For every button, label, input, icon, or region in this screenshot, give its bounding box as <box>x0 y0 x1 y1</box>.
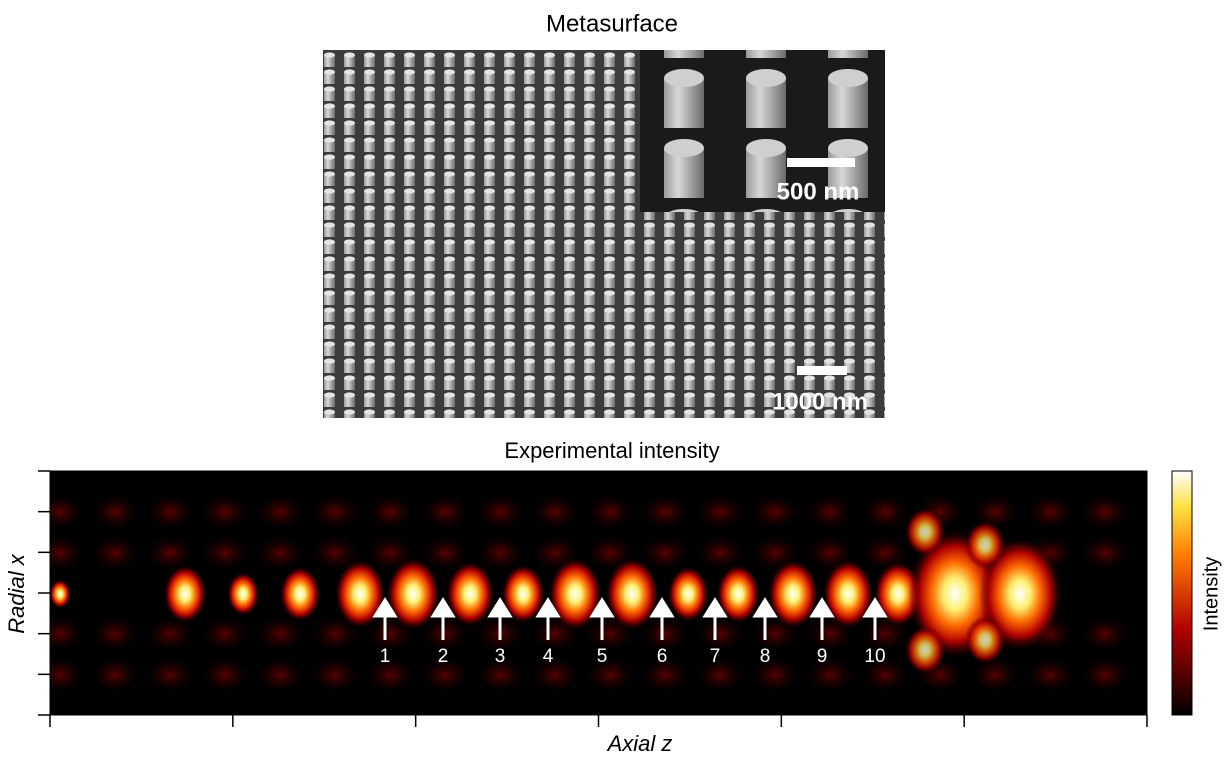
panel-title: Metasurface <box>546 10 678 37</box>
scale-bar-label: 1000 nm <box>772 388 868 415</box>
focal-spot <box>549 558 602 629</box>
lobe <box>256 494 304 530</box>
lobe <box>476 494 524 530</box>
lobe <box>366 494 414 530</box>
lobe <box>476 535 524 571</box>
scale-bar-label: 500 nm <box>777 178 860 205</box>
lobe <box>201 535 249 571</box>
focal-spot <box>387 558 440 629</box>
focal-spot <box>668 567 708 622</box>
lobe <box>201 657 249 693</box>
marker-label: 8 <box>760 646 771 667</box>
lobe <box>91 616 139 652</box>
lobe <box>1081 657 1129 693</box>
lobe <box>586 494 634 530</box>
focal-spot <box>227 573 259 616</box>
marker-label: 9 <box>817 646 828 667</box>
lobe <box>1026 657 1074 693</box>
lobe <box>531 494 579 530</box>
focal-spot <box>768 560 818 628</box>
lobe <box>751 494 799 530</box>
lobe <box>256 657 304 693</box>
side-lobe <box>905 508 945 556</box>
colorbar-label: Intensity <box>1200 557 1222 631</box>
focal-spot <box>50 580 71 609</box>
marker-label: 4 <box>543 646 554 667</box>
marker-label: 10 <box>864 646 885 667</box>
focal-spot <box>606 558 659 629</box>
lobe <box>201 494 249 530</box>
colorbar <box>1172 471 1192 715</box>
lobe <box>1081 616 1129 652</box>
marker-label: 1 <box>380 646 391 667</box>
scale-bar <box>797 366 847 375</box>
lobe <box>696 494 744 530</box>
focal-spot <box>164 565 207 623</box>
lobe <box>641 535 689 571</box>
lobe <box>586 657 634 693</box>
y-axis-label: Radial x <box>4 553 29 633</box>
x-axis-label: Axial z <box>606 731 673 756</box>
side-lobe <box>905 626 945 674</box>
focal-spot <box>335 560 385 628</box>
marker-label: 2 <box>438 646 449 667</box>
lobe <box>641 494 689 530</box>
focal-spot <box>823 560 873 628</box>
lobe <box>531 657 579 693</box>
focal-spot <box>280 567 320 621</box>
lobe <box>311 494 359 530</box>
lobe <box>421 494 469 530</box>
lobe <box>806 494 854 530</box>
lobe <box>91 535 139 571</box>
lobe <box>1026 494 1074 530</box>
marker-label: 5 <box>597 646 608 667</box>
lobe <box>91 494 139 530</box>
scale-bar <box>787 158 855 167</box>
lobe <box>751 657 799 693</box>
lobe <box>1081 494 1129 530</box>
lobe <box>256 616 304 652</box>
lobe <box>256 535 304 571</box>
panel-title: Experimental intensity <box>504 438 719 463</box>
side-lobe <box>965 616 1005 664</box>
lobe <box>861 494 909 530</box>
lobe <box>146 494 194 530</box>
lobe <box>806 657 854 693</box>
lobe <box>146 657 194 693</box>
figure: Metasurface 500 nm 1000 nm Experimental … <box>0 0 1231 759</box>
marker-label: 3 <box>495 646 506 667</box>
marker-label: 6 <box>657 646 668 667</box>
lobe <box>201 616 249 652</box>
lobe <box>1081 535 1129 571</box>
side-lobe <box>965 521 1005 569</box>
lobe <box>311 657 359 693</box>
marker-label: 7 <box>710 646 721 667</box>
lobe <box>91 657 139 693</box>
